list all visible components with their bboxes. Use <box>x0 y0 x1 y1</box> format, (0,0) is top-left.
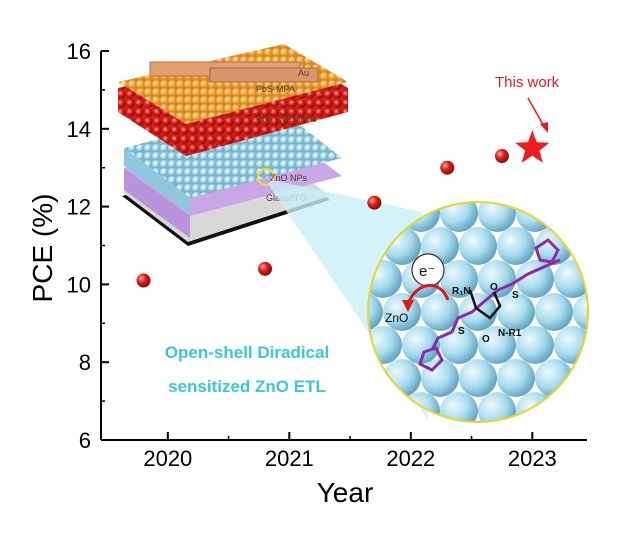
y-tick-label: 8 <box>79 350 91 375</box>
data-point <box>440 160 455 175</box>
zno-nanoparticle <box>459 227 497 265</box>
callout-line-1: Open-shell Diradical <box>165 343 329 362</box>
diradical-molecule: R₁N N-R1 S S O O <box>418 238 561 372</box>
zno-nanoparticle <box>459 359 497 397</box>
zno-nanoparticle <box>440 392 478 422</box>
zno-highlight-circle <box>257 168 275 186</box>
zno-nps-layer-side <box>124 148 190 214</box>
zno-nanoparticle <box>516 326 554 364</box>
zno-nanoparticle <box>497 293 535 331</box>
zno-nanoparticle <box>421 359 459 397</box>
y-tick-label: 10 <box>67 272 91 297</box>
layer-label-pbs-mpa: PbS-MPA <box>256 84 295 94</box>
callout-line-2: sensitized ZnO ETL <box>168 377 326 396</box>
molecule-label-o1: O <box>490 282 498 293</box>
layer-label-zno: ZnO NPs <box>270 173 308 183</box>
layer-label-pbs-cqd: PbS CQD films <box>256 114 317 124</box>
molecule-label-n1: R₁N <box>452 286 471 297</box>
pbs-cqd-layer-front <box>118 88 186 156</box>
x-tick-label: 2023 <box>508 446 557 471</box>
x-axis-title: Year <box>317 477 374 508</box>
y-tick-label: 6 <box>79 428 91 453</box>
glass-ito-layer-side <box>124 168 190 238</box>
molecule-label-s2: S <box>458 326 465 337</box>
electron-label: e⁻ <box>419 263 435 280</box>
zno-inset-label: ZnO <box>385 311 408 325</box>
zno-nanoparticle <box>440 202 478 232</box>
zno-nanoparticle <box>478 392 516 422</box>
zno-nanoparticle <box>421 293 459 331</box>
zno-nanoparticle <box>368 293 383 331</box>
data-point <box>367 195 382 210</box>
zno-nanoparticle <box>478 326 516 364</box>
x-tick-label: 2021 <box>265 446 314 471</box>
zno-nanoparticle <box>440 260 478 298</box>
zno-nanoparticle <box>573 293 588 331</box>
zno-nanoparticle <box>497 359 535 397</box>
y-tick-label: 14 <box>67 117 91 142</box>
y-tick-label: 16 <box>67 39 91 64</box>
zno-nanoparticle <box>497 227 535 265</box>
this-work-star <box>515 130 550 163</box>
this-work-arrow-head <box>540 122 548 133</box>
zno-nanoparticle <box>478 260 516 298</box>
molecule-label-o2: O <box>482 334 490 345</box>
x-tick-label: 2020 <box>143 446 192 471</box>
electron-arrow-head <box>402 300 414 312</box>
y-tick-label: 12 <box>67 195 91 220</box>
molecule-label-n2: N-R1 <box>498 328 522 339</box>
zno-nps-layer <box>124 108 342 198</box>
this-work-label: This work <box>495 74 560 91</box>
au-electrode-2 <box>209 67 319 83</box>
zno-nanoparticle <box>440 326 478 364</box>
data-point <box>136 273 151 288</box>
zno-nanoparticle <box>459 293 497 331</box>
layer-label-au: Au <box>298 68 309 78</box>
y-axis-title: PCE (%) <box>27 194 58 303</box>
zno-nanoparticle <box>516 260 554 298</box>
x-tick-label: 2022 <box>386 446 435 471</box>
zno-nanoparticle <box>535 293 573 331</box>
zno-nanoparticle <box>402 326 440 364</box>
electron-transfer-arrow <box>406 283 450 305</box>
molecule-label-s1: S <box>512 290 519 301</box>
this-work-arrow <box>527 97 546 129</box>
zno-nanoparticle <box>478 202 516 232</box>
pbs-cqd-layer-right <box>186 88 348 156</box>
data-point <box>258 261 273 276</box>
data-point <box>494 149 509 164</box>
